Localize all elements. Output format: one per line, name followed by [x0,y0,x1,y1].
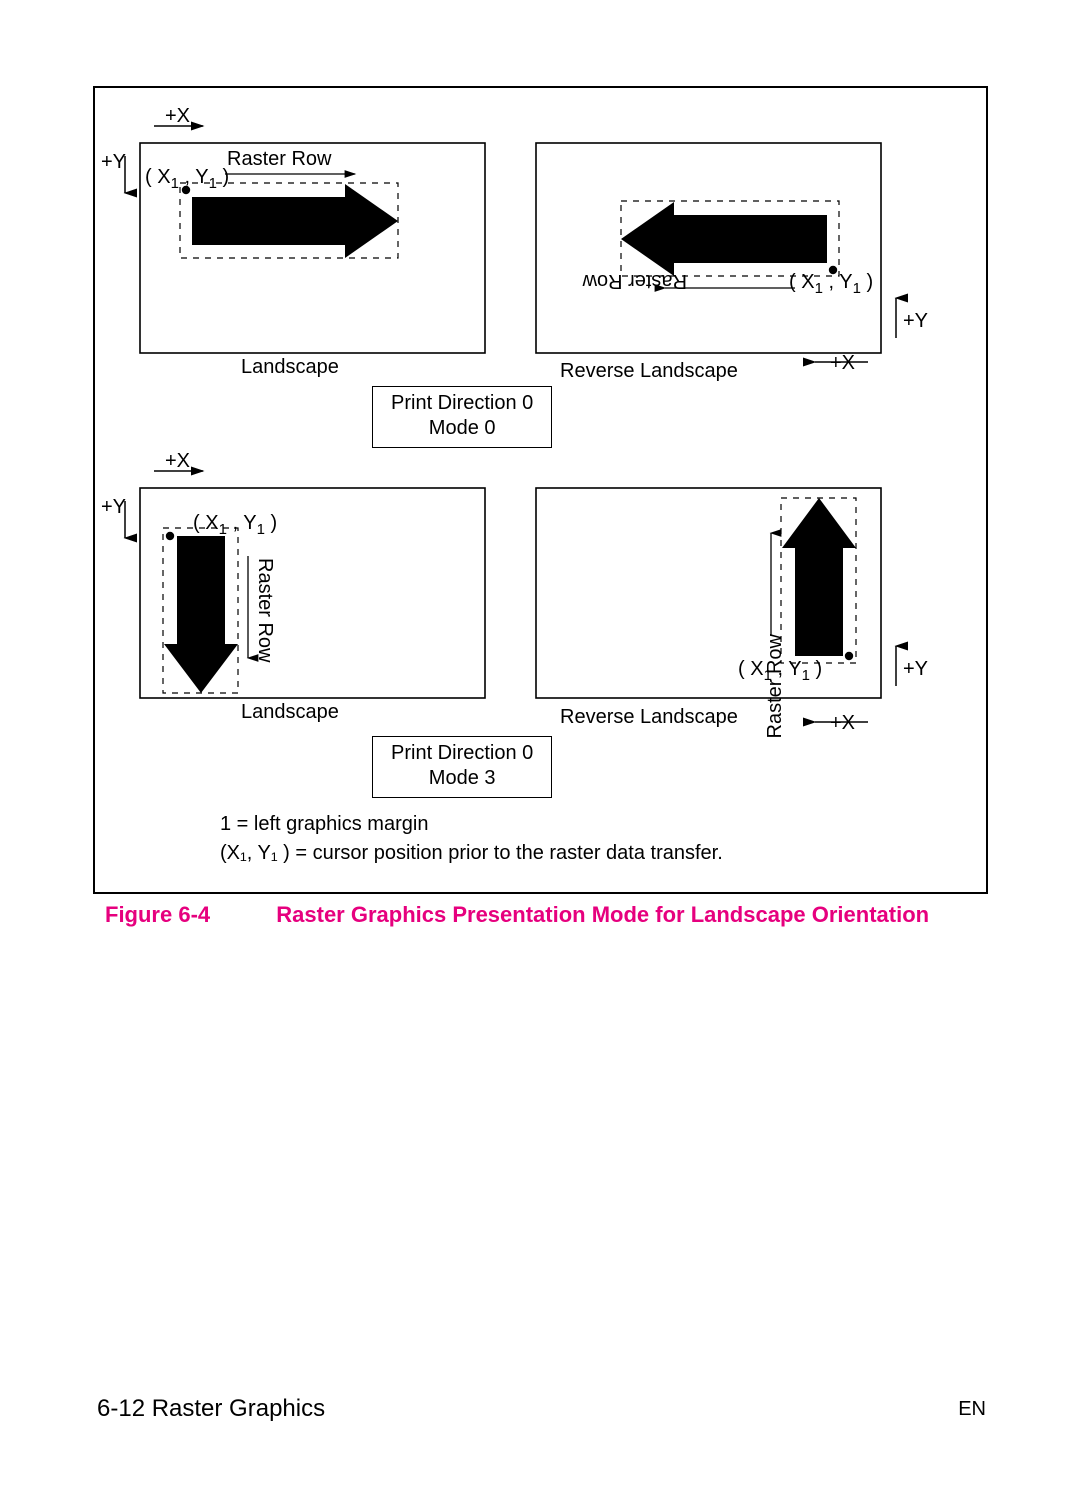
legend-line1: 1 = left graphics margin [220,810,723,839]
plus-y-label-br: +Y [903,658,928,681]
landscape-label-tl: Landscape [241,356,339,379]
figure-frame: +X +Y ( X1 , Y1 ) Raster Row Landscape +… [93,86,988,894]
page: +X +Y ( X1 , Y1 ) Raster Row Landscape +… [0,0,1080,1495]
plus-x-label-tr: +X [830,352,855,375]
mode-box-0-line2: Mode 0 [391,416,533,441]
plus-y-label-bl: +Y [101,496,126,519]
xy1-label-bl: ( X1 , Y1 ) [193,512,277,538]
raster-row-label-br: Raster Row [764,634,787,738]
footer-right: EN [958,1398,986,1421]
figure-caption: Figure 6-4 Raster Graphics Presentation … [105,902,975,928]
legend: 1 = left graphics margin (X₁, Y₁ ) = cur… [220,810,723,868]
plus-x-label-bl: +X [165,450,190,473]
legend-line2: (X₁, Y₁ ) = cursor position prior to the… [220,839,723,868]
reverse-landscape-label-br: Reverse Landscape [560,706,738,729]
plus-x-label-br: +X [830,712,855,735]
mode-box-1-line1: Print Direction 0 [391,741,533,766]
reverse-landscape-label-tr: Reverse Landscape [560,360,738,383]
landscape-label-bl: Landscape [241,701,339,724]
footer-left: 6-12 Raster Graphics [97,1395,325,1423]
xy1-label-tr: ( X1 , Y1 ) [789,271,873,297]
plus-y-label-tl: +Y [101,151,126,174]
mode-box-1: Print Direction 0 Mode 3 [372,736,552,798]
mode-box-1-line2: Mode 3 [391,766,533,791]
raster-row-label-tl: Raster Row [227,148,331,171]
mode-box-0-line1: Print Direction 0 [391,391,533,416]
plus-x-label-tl: +X [165,105,190,128]
raster-row-label-tr: Raster Row [583,269,687,292]
xy1-label-tl: ( X1 , Y1 ) [145,166,229,192]
raster-row-label-bl: Raster Row [253,558,276,662]
plus-y-label-tr: +Y [903,310,928,333]
figure-caption-title: Raster Graphics Presentation Mode for La… [276,902,929,928]
mode-box-0: Print Direction 0 Mode 0 [372,386,552,448]
figure-caption-label: Figure 6-4 [105,902,210,928]
